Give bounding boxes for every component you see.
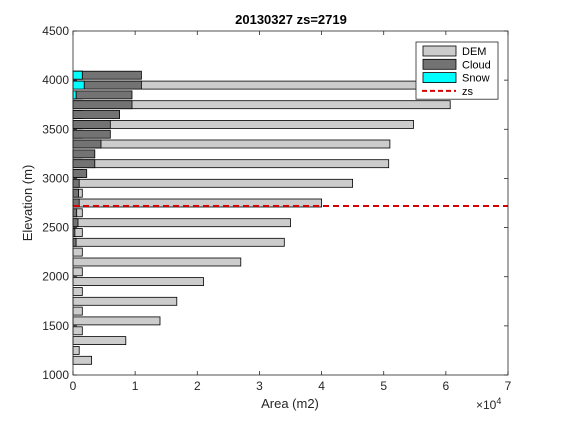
cloud-bar	[72, 159, 96, 169]
dem-bar	[72, 267, 83, 277]
y-tick-label: 4500	[42, 24, 69, 38]
snow-bar	[72, 70, 83, 80]
legend-swatch-snow	[422, 72, 457, 83]
cloud-bar	[72, 90, 133, 100]
y-tick-label: 4000	[42, 73, 69, 87]
x-tick-label: 1	[132, 379, 139, 393]
x-multiplier-exponent: 4	[496, 396, 501, 406]
dem-bar	[72, 355, 93, 365]
cloud-bar	[72, 208, 78, 218]
dem-bar	[72, 247, 83, 257]
x-tick-label: 5	[380, 379, 387, 393]
cloud-bar	[72, 188, 79, 198]
bars-group	[72, 70, 451, 365]
x-multiplier-base: ×10	[476, 398, 497, 412]
dem-bar	[72, 326, 83, 336]
legend-swatch-cloud	[422, 58, 457, 70]
dem-bar	[72, 277, 204, 287]
y-tick-label: 2500	[42, 221, 69, 235]
axes-box	[72, 30, 509, 376]
cloud-bar	[72, 120, 111, 129]
cloud-bar	[72, 218, 79, 228]
snow-bar	[72, 90, 77, 100]
cloud-bar	[72, 139, 102, 149]
chart-title: 20130327 zs=2719	[235, 12, 347, 27]
dem-bar	[72, 336, 127, 346]
cloud-bar	[72, 237, 77, 247]
dem-bar	[72, 306, 83, 316]
cloud-bar	[72, 149, 96, 159]
legend-label-zs: zs	[462, 86, 474, 98]
dem-bar	[72, 159, 390, 169]
legend-label-dem: DEM	[462, 46, 486, 58]
cloud-bar	[72, 178, 80, 188]
x-tick-label: 4	[318, 379, 325, 393]
dem-bar	[72, 237, 285, 247]
dem-bar	[72, 316, 161, 326]
x-multiplier: ×104	[476, 396, 501, 412]
cloud-bar	[72, 110, 120, 119]
dem-bar	[72, 296, 178, 306]
dem-bar	[72, 139, 391, 149]
x-tick-label: 2	[194, 379, 201, 393]
y-tick-label: 1500	[42, 319, 69, 333]
y-tick-label: 3000	[42, 171, 69, 185]
cloud-bar	[72, 70, 142, 80]
dem-bar	[72, 345, 80, 355]
x-tick-label: 7	[505, 379, 512, 393]
cloud-bar	[72, 100, 133, 110]
legend-label-snow: Snow	[462, 73, 490, 85]
x-axis-label: Area (m2)	[261, 396, 319, 411]
y-tick-label: 3500	[42, 122, 69, 136]
snow-bar	[72, 80, 85, 90]
x-tick-label: 3	[256, 379, 263, 393]
dem-bar	[72, 178, 354, 188]
dem-bar	[72, 287, 83, 296]
x-tick-label: 0	[70, 379, 77, 393]
axes-group: 0 1 2 3 4 5 6 7 1000 1500 2000 2500 3000 3500 4000 4500	[42, 24, 511, 393]
dem-bar	[72, 120, 414, 129]
dem-bar	[72, 218, 291, 228]
cloud-bar	[72, 169, 88, 178]
x-tick-label: 6	[443, 379, 450, 393]
y-axis-label: Elevation (m)	[20, 165, 35, 242]
dem-bar	[72, 257, 242, 267]
legend-swatch-dem	[422, 45, 457, 57]
legend-label-cloud: Cloud	[462, 59, 491, 71]
y-tick-label: 2000	[42, 270, 69, 284]
cloud-bar	[72, 129, 111, 139]
y-tick-label: 1000	[42, 368, 69, 382]
